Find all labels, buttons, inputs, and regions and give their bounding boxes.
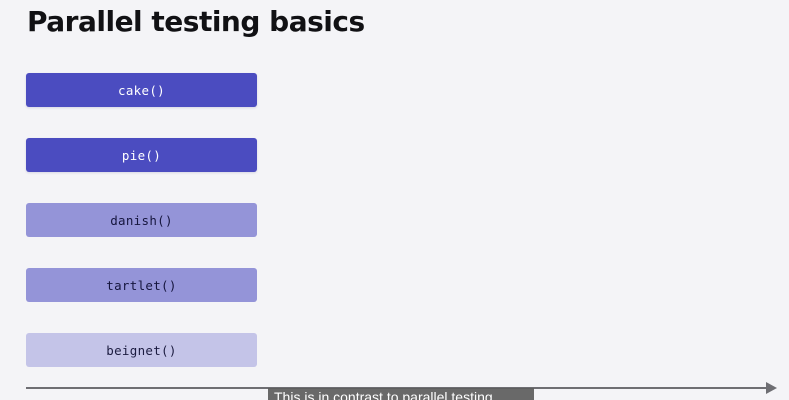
test-label: cake() [118, 82, 165, 98]
test-block-cake: cake() [26, 73, 257, 107]
test-block-beignet: beignet() [26, 333, 257, 367]
subtitle-caption: This is in contrast to parallel testing, [268, 388, 534, 400]
arrow-right-icon [766, 382, 777, 394]
test-label: danish() [110, 212, 173, 228]
test-label: beignet() [106, 342, 177, 358]
slide-title: Parallel testing basics [27, 5, 365, 38]
test-label: tartlet() [106, 277, 177, 293]
test-block-danish: danish() [26, 203, 257, 237]
test-label: pie() [121, 147, 162, 163]
test-block-pie: pie() [26, 138, 257, 172]
test-block-tartlet: tartlet() [26, 268, 257, 302]
